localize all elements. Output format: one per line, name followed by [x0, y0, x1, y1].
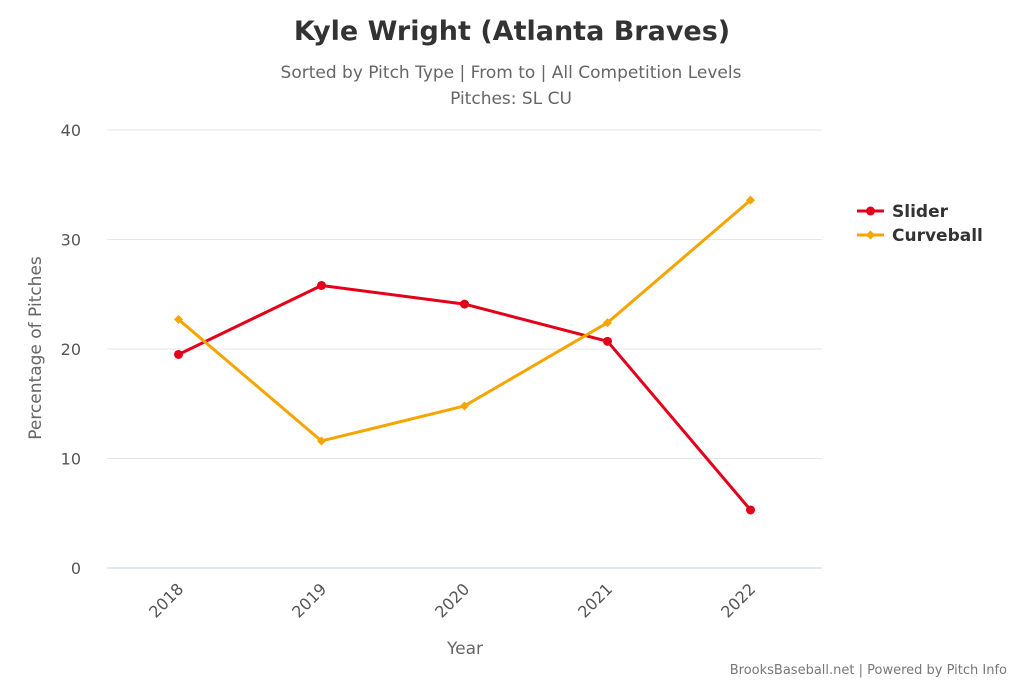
legend-item-slider[interactable]: Slider	[857, 202, 949, 222]
data-point-slider[interactable]	[317, 280, 326, 290]
data-point-slider[interactable]	[603, 336, 612, 346]
y-tick-label: 30	[61, 231, 81, 250]
y-axis-ticks: 0 10 20 30 40	[61, 121, 81, 578]
data-point-curveball[interactable]	[460, 401, 469, 411]
data-point-slider[interactable]	[746, 505, 755, 515]
data-point-curveball[interactable]	[317, 436, 326, 446]
series-lines	[177, 198, 752, 512]
legend-label-curveball: Curveball	[892, 226, 983, 246]
x-tick-label: 2019	[288, 579, 330, 621]
data-point-curveball[interactable]	[746, 195, 755, 205]
legend-marker-curveball	[866, 230, 875, 240]
data-point-curveball[interactable]	[174, 314, 183, 324]
y-tick-label: 40	[61, 121, 81, 140]
data-point-slider[interactable]	[460, 299, 469, 309]
x-axis-ticks: 2018 2019 2020 2021 2022	[145, 579, 759, 621]
data-point-slider[interactable]	[174, 349, 183, 359]
legend-item-curveball[interactable]: Curveball	[857, 226, 983, 246]
y-tick-label: 10	[61, 450, 81, 469]
x-tick-label: 2018	[145, 579, 187, 621]
chart-subtitle-line1: Sorted by Pitch Type | From to | All Com…	[281, 63, 742, 83]
series-line-slider	[177, 283, 752, 512]
chart-credits[interactable]: BrooksBaseball.net | Powered by Pitch In…	[730, 663, 1007, 678]
y-axis-title: Percentage of Pitches	[26, 256, 46, 440]
y-tick-label: 20	[61, 340, 81, 359]
legend-label-slider: Slider	[892, 202, 949, 222]
legend-marker-slider	[866, 206, 875, 216]
x-tick-label: 2022	[717, 579, 759, 621]
y-tick-label: 0	[71, 559, 81, 578]
x-axis-title: Year	[446, 639, 483, 659]
data-point-curveball[interactable]	[603, 318, 612, 328]
data-points	[174, 195, 755, 515]
chart-subtitle-line2: Pitches: SL CU	[450, 89, 572, 109]
x-tick-label: 2021	[574, 579, 616, 621]
x-tick-label: 2020	[431, 579, 473, 621]
legend: Slider Curveball	[857, 202, 983, 246]
chart-title: Kyle Wright (Atlanta Braves)	[294, 16, 730, 47]
